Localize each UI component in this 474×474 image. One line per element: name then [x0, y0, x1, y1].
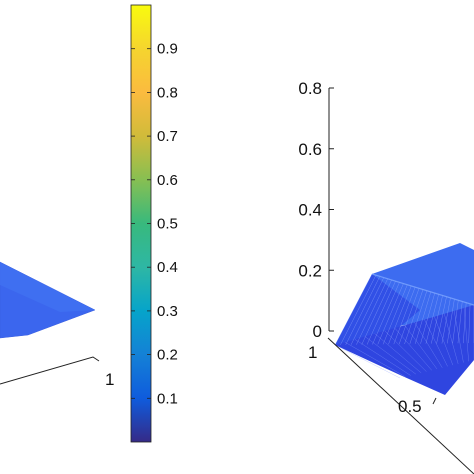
mesh-line [463, 302, 467, 344]
mesh-line [468, 303, 471, 344]
mesh-line [372, 282, 400, 345]
right-surface-plot: 0 0.2 0.4 0.6 0.8 1 0.5 [298, 79, 474, 474]
colorbar-tick-label: 0.5 [157, 216, 178, 233]
right-y-axis-line [327, 337, 474, 474]
right-z-tick-label: 0.8 [298, 79, 322, 98]
colorbar-tick-label: 0.3 [157, 303, 178, 320]
mesh-line-front [394, 327, 432, 371]
right-z-tick-label: 0.6 [298, 140, 322, 159]
mesh-line [350, 277, 384, 345]
mesh-line-front [434, 316, 454, 366]
left-x-axis-line [0, 356, 100, 385]
mesh-line-front [443, 313, 459, 364]
colorbar-tick-label: 0.6 [157, 172, 178, 189]
mesh-line-front [404, 324, 438, 370]
right-y-tick-label: 1 [308, 343, 317, 362]
mesh-line [404, 289, 424, 345]
right-surface-mesh [334, 273, 474, 379]
mesh-line-front [344, 341, 406, 377]
mesh-line [382, 284, 408, 345]
left-surface-highlight [0, 262, 95, 312]
colorbar-tick-label: 0.2 [157, 347, 178, 364]
mesh-line [393, 287, 416, 345]
mesh-line [388, 285, 412, 345]
mesh-line [430, 295, 443, 344]
mesh-line-front [424, 319, 448, 367]
right-surface-ridge [371, 273, 474, 306]
mesh-line [334, 273, 373, 346]
right-x-tick-mark [432, 397, 437, 405]
mesh-line-front [354, 339, 411, 376]
mesh-line-front [364, 336, 417, 375]
mesh-line [447, 298, 455, 344]
left-x-tick-label: 1 [105, 370, 114, 389]
right-x-tick-label: 0.5 [398, 397, 422, 416]
colorbar-tick-label: 0.4 [157, 259, 178, 276]
colorbar-ticks: 0.1 0.2 0.3 0.4 0.5 0.6 0.7 0.8 0.9 [131, 41, 178, 407]
right-z-tick-label: 0.4 [298, 201, 322, 220]
right-z-tick-label: 0 [313, 322, 322, 341]
mesh-line [340, 275, 377, 346]
colorbar-tick-label: 0.8 [157, 84, 178, 101]
left-surface-plot: 1 [0, 261, 114, 389]
colorbar-tick-label: 0.7 [157, 128, 178, 145]
mesh-line [356, 278, 388, 345]
mesh-line-front [453, 310, 464, 363]
right-z-ticks: 0 0.2 0.4 0.6 0.8 [298, 79, 334, 341]
mesh-line [409, 290, 428, 344]
mesh-line-front [374, 333, 422, 374]
mesh-line [398, 288, 420, 345]
mesh-line-front [334, 344, 401, 379]
mesh-line [361, 279, 392, 345]
mesh-line-front [463, 307, 469, 362]
right-z-tick-label: 0.2 [298, 261, 322, 280]
mesh-line [377, 283, 404, 345]
colorbar-tick-label: 0.1 [157, 390, 178, 407]
mesh-line [345, 276, 381, 345]
colorbar-tick-label: 0.9 [157, 41, 178, 58]
mesh-line-front [414, 322, 443, 368]
mesh-line [436, 296, 447, 344]
mesh-line [452, 300, 459, 344]
mesh-line [420, 293, 436, 344]
mesh-line [366, 281, 396, 345]
colorbar: 0.1 0.2 0.3 0.4 0.5 0.6 0.7 0.8 0.9 [130, 4, 178, 443]
mesh-line-front [384, 330, 427, 372]
mesh-line [425, 294, 439, 344]
mesh-line [414, 291, 432, 344]
